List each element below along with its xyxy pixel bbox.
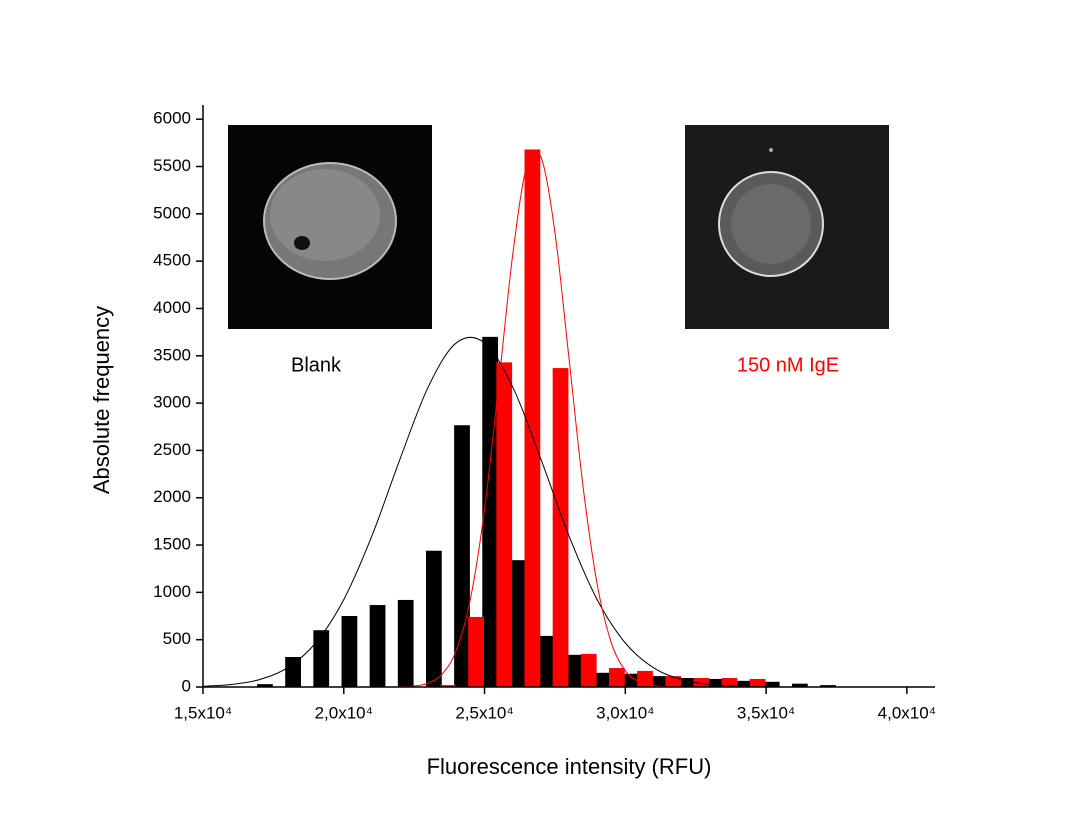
bar	[749, 678, 766, 687]
bar	[665, 676, 682, 687]
x-axis-title: Fluorescence intensity (RFU)	[427, 754, 712, 779]
x-tick-label: 2,0x10⁴	[315, 703, 373, 722]
bar	[693, 678, 710, 687]
bar	[397, 599, 414, 687]
bar	[651, 676, 667, 687]
y-tick-label: 5000	[153, 203, 191, 222]
bar	[820, 685, 836, 687]
y-axis-title: Absolute frequency	[89, 306, 114, 494]
fit-curve	[400, 149, 682, 688]
bar	[707, 678, 724, 687]
bar	[538, 635, 555, 687]
bar	[623, 673, 639, 687]
bar	[566, 654, 583, 687]
bar	[594, 672, 611, 687]
inset-blank	[228, 125, 432, 329]
bar	[510, 560, 527, 687]
x-tick-label: 1,5x10⁴	[174, 703, 232, 722]
bar	[257, 684, 273, 687]
bar	[425, 550, 442, 687]
inset-label: 150 nM IgE	[737, 354, 839, 376]
bar	[608, 668, 625, 687]
bar	[552, 368, 569, 687]
y-tick-label: 1000	[153, 582, 191, 601]
bar	[440, 685, 456, 687]
y-tick-label: 500	[163, 629, 191, 648]
inset-ige	[685, 125, 889, 329]
y-tick-label: 0	[182, 676, 191, 695]
y-tick-label: 3000	[153, 393, 191, 412]
bar	[679, 678, 696, 687]
y-tick-label: 2000	[153, 487, 191, 506]
bar	[763, 681, 780, 687]
bar	[721, 678, 738, 687]
x-tick-label: 2,5x10⁴	[455, 703, 513, 722]
bar	[341, 616, 358, 687]
bar	[369, 605, 386, 687]
y-tick-label: 4000	[153, 298, 191, 317]
bar	[637, 670, 653, 687]
x-tick-label: 3,5x10⁴	[737, 703, 795, 722]
bar	[313, 630, 330, 687]
y-tick-label: 3500	[153, 345, 191, 364]
y-tick-label: 5500	[153, 156, 191, 175]
bar	[735, 680, 752, 687]
y-tick-label: 6000	[153, 109, 191, 128]
x-tick-label: 4,0x10⁴	[878, 703, 936, 722]
bar	[791, 683, 808, 687]
bar	[580, 653, 597, 687]
y-tick-label: 2500	[153, 440, 191, 459]
bar	[468, 616, 484, 687]
bar	[454, 425, 470, 687]
bar	[496, 362, 513, 687]
x-tick-label: 3,0x10⁴	[596, 703, 654, 722]
y-tick-label: 4500	[153, 251, 191, 270]
y-tick-label: 1500	[153, 535, 191, 554]
bar	[524, 149, 541, 688]
inset-label: Blank	[291, 354, 342, 376]
bar	[285, 657, 301, 687]
